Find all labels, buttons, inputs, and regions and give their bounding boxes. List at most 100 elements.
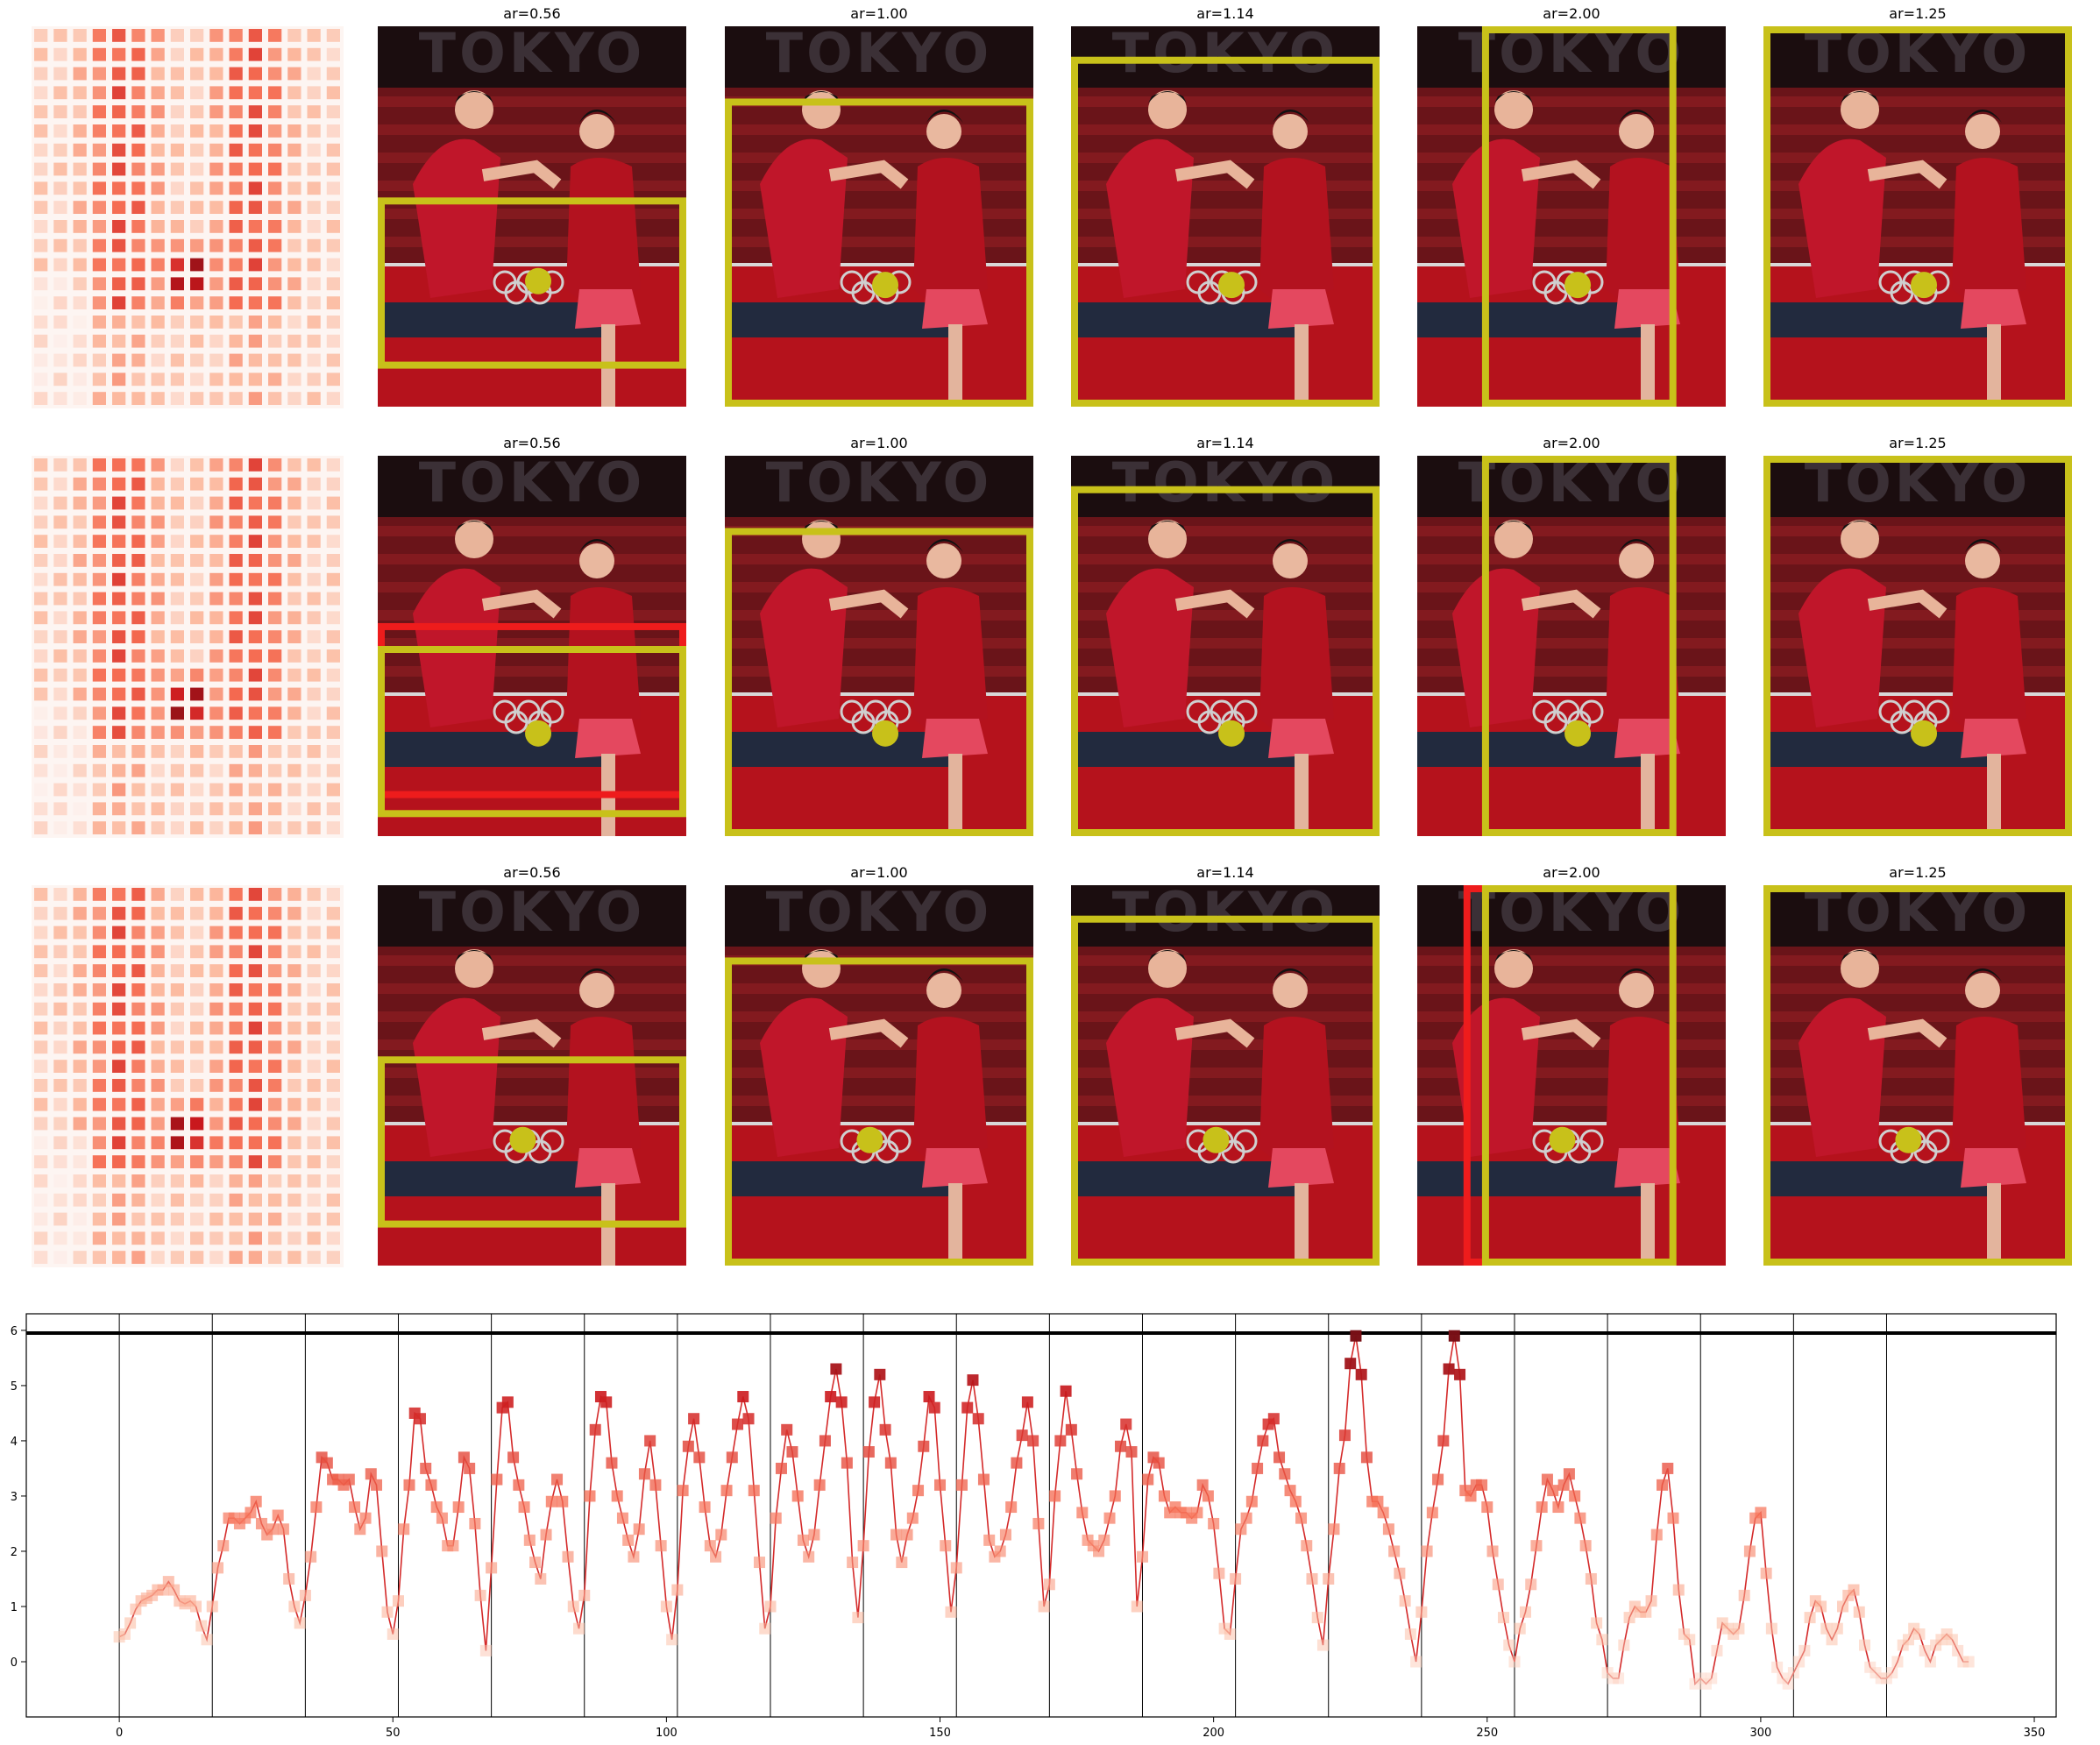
player-right-torso <box>1259 587 1334 736</box>
heatmap-cell <box>229 47 243 61</box>
heatmap-cell <box>92 201 106 214</box>
heatmap-cell <box>131 1002 145 1016</box>
score-point-marker <box>1875 1672 1887 1685</box>
heatmap-cell <box>190 143 204 157</box>
score-point-marker <box>1541 1473 1553 1486</box>
heatmap-cell <box>92 296 106 309</box>
net <box>1417 263 1726 266</box>
heatmap-cell <box>268 983 282 997</box>
score-point-marker <box>1503 1639 1515 1651</box>
heatmap-cell <box>131 964 145 977</box>
heatmap-cell <box>112 258 126 272</box>
score-point-marker <box>1689 1678 1701 1690</box>
heatmap-cell <box>307 29 321 42</box>
heatmap-cell <box>112 888 126 901</box>
heatmap-cell <box>190 535 204 548</box>
score-point-marker <box>479 1644 492 1656</box>
heatmap-cell <box>112 1002 126 1016</box>
heatmap-cell <box>34 668 48 682</box>
seat-row <box>378 124 686 135</box>
heatmap-cell <box>326 945 340 959</box>
player-left-hair <box>1494 521 1533 533</box>
table <box>1071 1161 1299 1196</box>
player-left-hair <box>1148 950 1187 962</box>
heatmap-cell <box>326 201 340 214</box>
heatmap-cell <box>190 477 204 491</box>
score-point-marker <box>1919 1644 1931 1656</box>
heatmap-cell <box>34 277 48 291</box>
heatmap-cell <box>326 277 340 291</box>
fist-bump-arms <box>828 160 909 189</box>
heatmap-cell <box>307 353 321 367</box>
player-left-head <box>455 520 493 558</box>
photo-panel: TOKYO <box>1071 26 1380 407</box>
heatmap-cell <box>209 277 223 291</box>
heatmap-cell <box>151 124 165 138</box>
score-point-marker <box>770 1512 782 1524</box>
heatmap-cell <box>131 86 145 100</box>
heatmap-cell <box>307 181 321 195</box>
heatmap-cell <box>34 29 48 42</box>
score-point-marker <box>1109 1490 1121 1502</box>
heatmap-cell <box>307 515 321 529</box>
yellow-crop-box <box>1763 456 2072 836</box>
heatmap-cell <box>131 372 145 387</box>
heatmap-cell <box>151 105 165 118</box>
heatmap-cell <box>170 554 184 567</box>
score-point-marker <box>693 1451 706 1464</box>
heatmap-cell <box>229 783 243 797</box>
player-right-leg <box>1295 754 1309 836</box>
heatmap-cell <box>92 726 106 739</box>
heatmap-cell <box>34 143 48 157</box>
player-right-leg <box>1641 324 1655 407</box>
score-point-marker <box>1514 1622 1526 1635</box>
score-point-marker <box>808 1529 820 1541</box>
score-point-marker <box>606 1457 618 1469</box>
seat-row <box>725 124 1033 135</box>
heatmap-cell <box>112 124 126 138</box>
heatmap-cell <box>34 181 48 195</box>
heatmap-cell <box>326 392 340 405</box>
heatmap-cell <box>307 1251 321 1264</box>
heatmap-cell <box>326 726 340 739</box>
heatmap-cell <box>131 668 145 682</box>
heatmap-cell <box>92 611 106 625</box>
heatmap-cell <box>190 296 204 309</box>
heatmap-cell <box>229 572 243 586</box>
heatmap-cell <box>131 763 145 777</box>
heatmap-cell <box>248 1097 262 1111</box>
olympic-ring <box>1567 1139 1592 1164</box>
heatmap-cell <box>73 706 87 720</box>
score-point-marker <box>491 1473 503 1486</box>
table <box>725 302 953 337</box>
player-right-leg <box>1987 754 2001 836</box>
player-left-torso <box>760 138 848 298</box>
player-left-torso <box>1452 568 1540 727</box>
heatmap-cell <box>287 783 302 797</box>
score-point-marker <box>211 1562 223 1574</box>
score-point-marker <box>387 1628 399 1640</box>
seat-row <box>1071 955 1380 966</box>
score-point-marker <box>1848 1584 1860 1596</box>
heatmap-cell <box>151 1040 165 1054</box>
yellow-crop-box <box>1071 486 1380 836</box>
score-point-marker <box>1837 1600 1849 1613</box>
heatmap-cell <box>307 47 321 61</box>
heatmap-cell <box>151 1136 165 1150</box>
heatmap-cell <box>268 181 282 195</box>
score-point-marker <box>283 1572 295 1585</box>
heatmap-cell <box>131 687 145 701</box>
heatmap-cell <box>209 1136 223 1150</box>
heatmap-cell <box>190 706 204 720</box>
heatmap-cell <box>151 1155 165 1168</box>
player-left-head <box>1841 949 1879 988</box>
heatmap-cell <box>151 258 165 272</box>
score-point-marker <box>1557 1479 1570 1491</box>
tokyo-backdrop-text: TOKYO <box>1805 885 2031 944</box>
photo-panel: TOKYO <box>725 26 1033 407</box>
heatmap-cell <box>151 964 165 977</box>
heatmap-cell <box>307 316 321 329</box>
heatmap-cell <box>151 458 165 472</box>
heatmap-cell <box>209 630 223 643</box>
heatmap-cell <box>229 630 243 643</box>
